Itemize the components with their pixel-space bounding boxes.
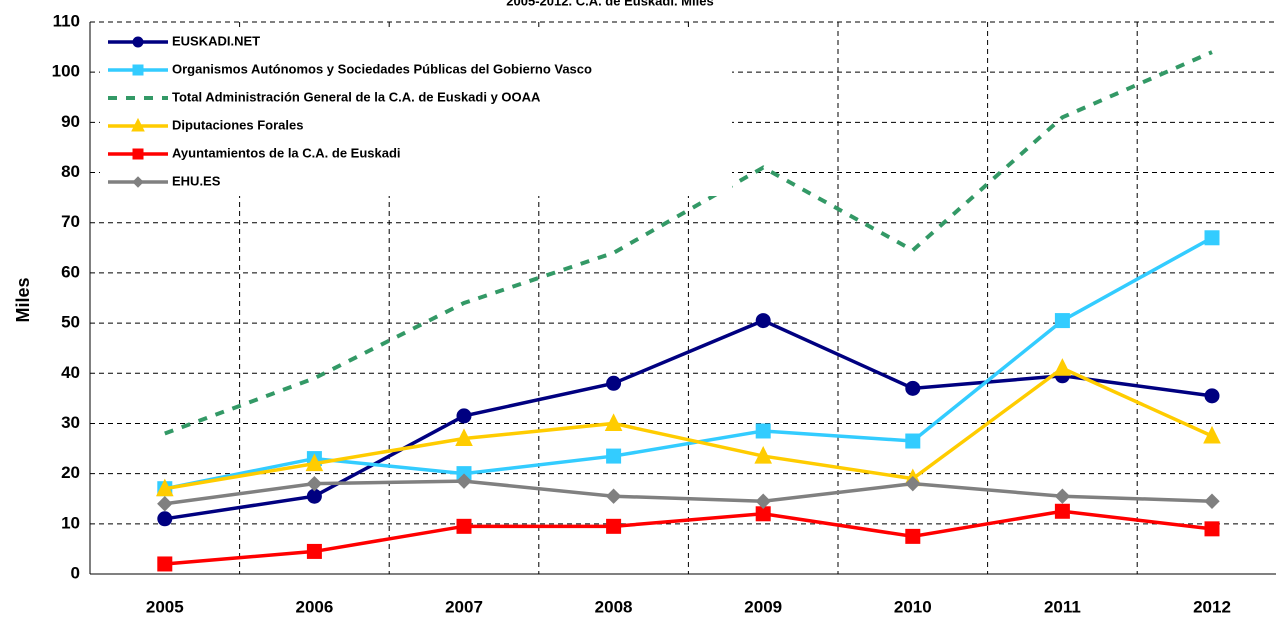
- point: [1053, 358, 1072, 376]
- series-line: [164, 509, 1213, 566]
- point: [1204, 230, 1220, 246]
- point: [306, 475, 323, 492]
- y-tick-label: 100: [52, 62, 80, 81]
- legend-marker: [131, 117, 145, 132]
- point: [905, 380, 921, 396]
- point: [456, 408, 472, 424]
- point: [606, 448, 622, 464]
- point: [755, 493, 771, 509]
- series-line: [164, 479, 1213, 506]
- x-tick-label: 2008: [595, 597, 633, 616]
- legend-marker: [132, 176, 144, 188]
- x-tick-label: 2010: [894, 597, 932, 616]
- legend-marker: [132, 64, 144, 76]
- series-line: [164, 50, 1213, 436]
- y-tick-label: 80: [61, 162, 80, 181]
- point: [456, 473, 472, 489]
- y-tick-label: 10: [61, 513, 80, 532]
- point: [754, 445, 773, 464]
- point: [1204, 388, 1220, 404]
- y-tick-label: 60: [61, 262, 80, 281]
- x-tick-label: 2005: [146, 597, 184, 616]
- point: [1204, 493, 1220, 509]
- x-tick-label: 2011: [1044, 597, 1081, 616]
- point: [606, 375, 622, 391]
- y-tick-label: 70: [61, 212, 80, 231]
- series-line: [164, 366, 1213, 491]
- point: [456, 518, 472, 534]
- y-tick-label: 30: [61, 413, 80, 432]
- x-tick-label: 2009: [744, 597, 782, 616]
- legend-marker: [132, 36, 144, 48]
- x-tick-label: 2006: [295, 597, 333, 616]
- point: [1204, 521, 1220, 537]
- legend-label: Diputaciones Forales: [172, 117, 303, 132]
- point: [157, 496, 173, 512]
- legend-label: EUSKADI.NET: [172, 33, 260, 48]
- y-tick-label: 20: [61, 463, 80, 482]
- point: [755, 423, 771, 439]
- y-axis-label: Miles: [13, 277, 33, 322]
- y-tick-label: 50: [61, 313, 80, 332]
- point: [155, 478, 174, 497]
- legend-label: EHU.ES: [172, 173, 221, 188]
- point: [1203, 425, 1221, 444]
- point: [306, 543, 322, 559]
- x-tick-label: 2007: [445, 597, 483, 616]
- point: [1054, 313, 1070, 329]
- point: [606, 518, 622, 534]
- point: [755, 313, 771, 329]
- point: [455, 428, 473, 447]
- y-tick-label: 0: [71, 563, 80, 582]
- point: [305, 453, 324, 472]
- point: [157, 511, 173, 527]
- point: [905, 528, 921, 544]
- point: [157, 556, 173, 572]
- x-tick-label: 2012: [1193, 597, 1231, 616]
- y-tick-label: 110: [53, 11, 80, 30]
- point: [1054, 503, 1070, 519]
- legend: EUSKADI.NET Organismos Autónomos y Socied…: [100, 28, 732, 196]
- point: [604, 413, 623, 431]
- point: [1054, 488, 1071, 504]
- y-tick-label: 90: [61, 112, 80, 131]
- legend-label: Organismos Autónomos y Sociedades Públic…: [172, 61, 592, 76]
- point: [905, 433, 921, 449]
- point: [605, 488, 622, 504]
- legend-label: Ayuntamientos de la C.A. de Euskadi: [172, 145, 401, 160]
- point: [905, 475, 921, 492]
- y-tick-label: 40: [61, 363, 80, 382]
- legend-marker: [132, 148, 144, 160]
- chart-title: 2005-2012. C.A. de Euskadi. Miles: [506, 0, 713, 8]
- legend-label: Total Administración General de la C.A. …: [172, 89, 541, 104]
- legend-box: [100, 28, 732, 196]
